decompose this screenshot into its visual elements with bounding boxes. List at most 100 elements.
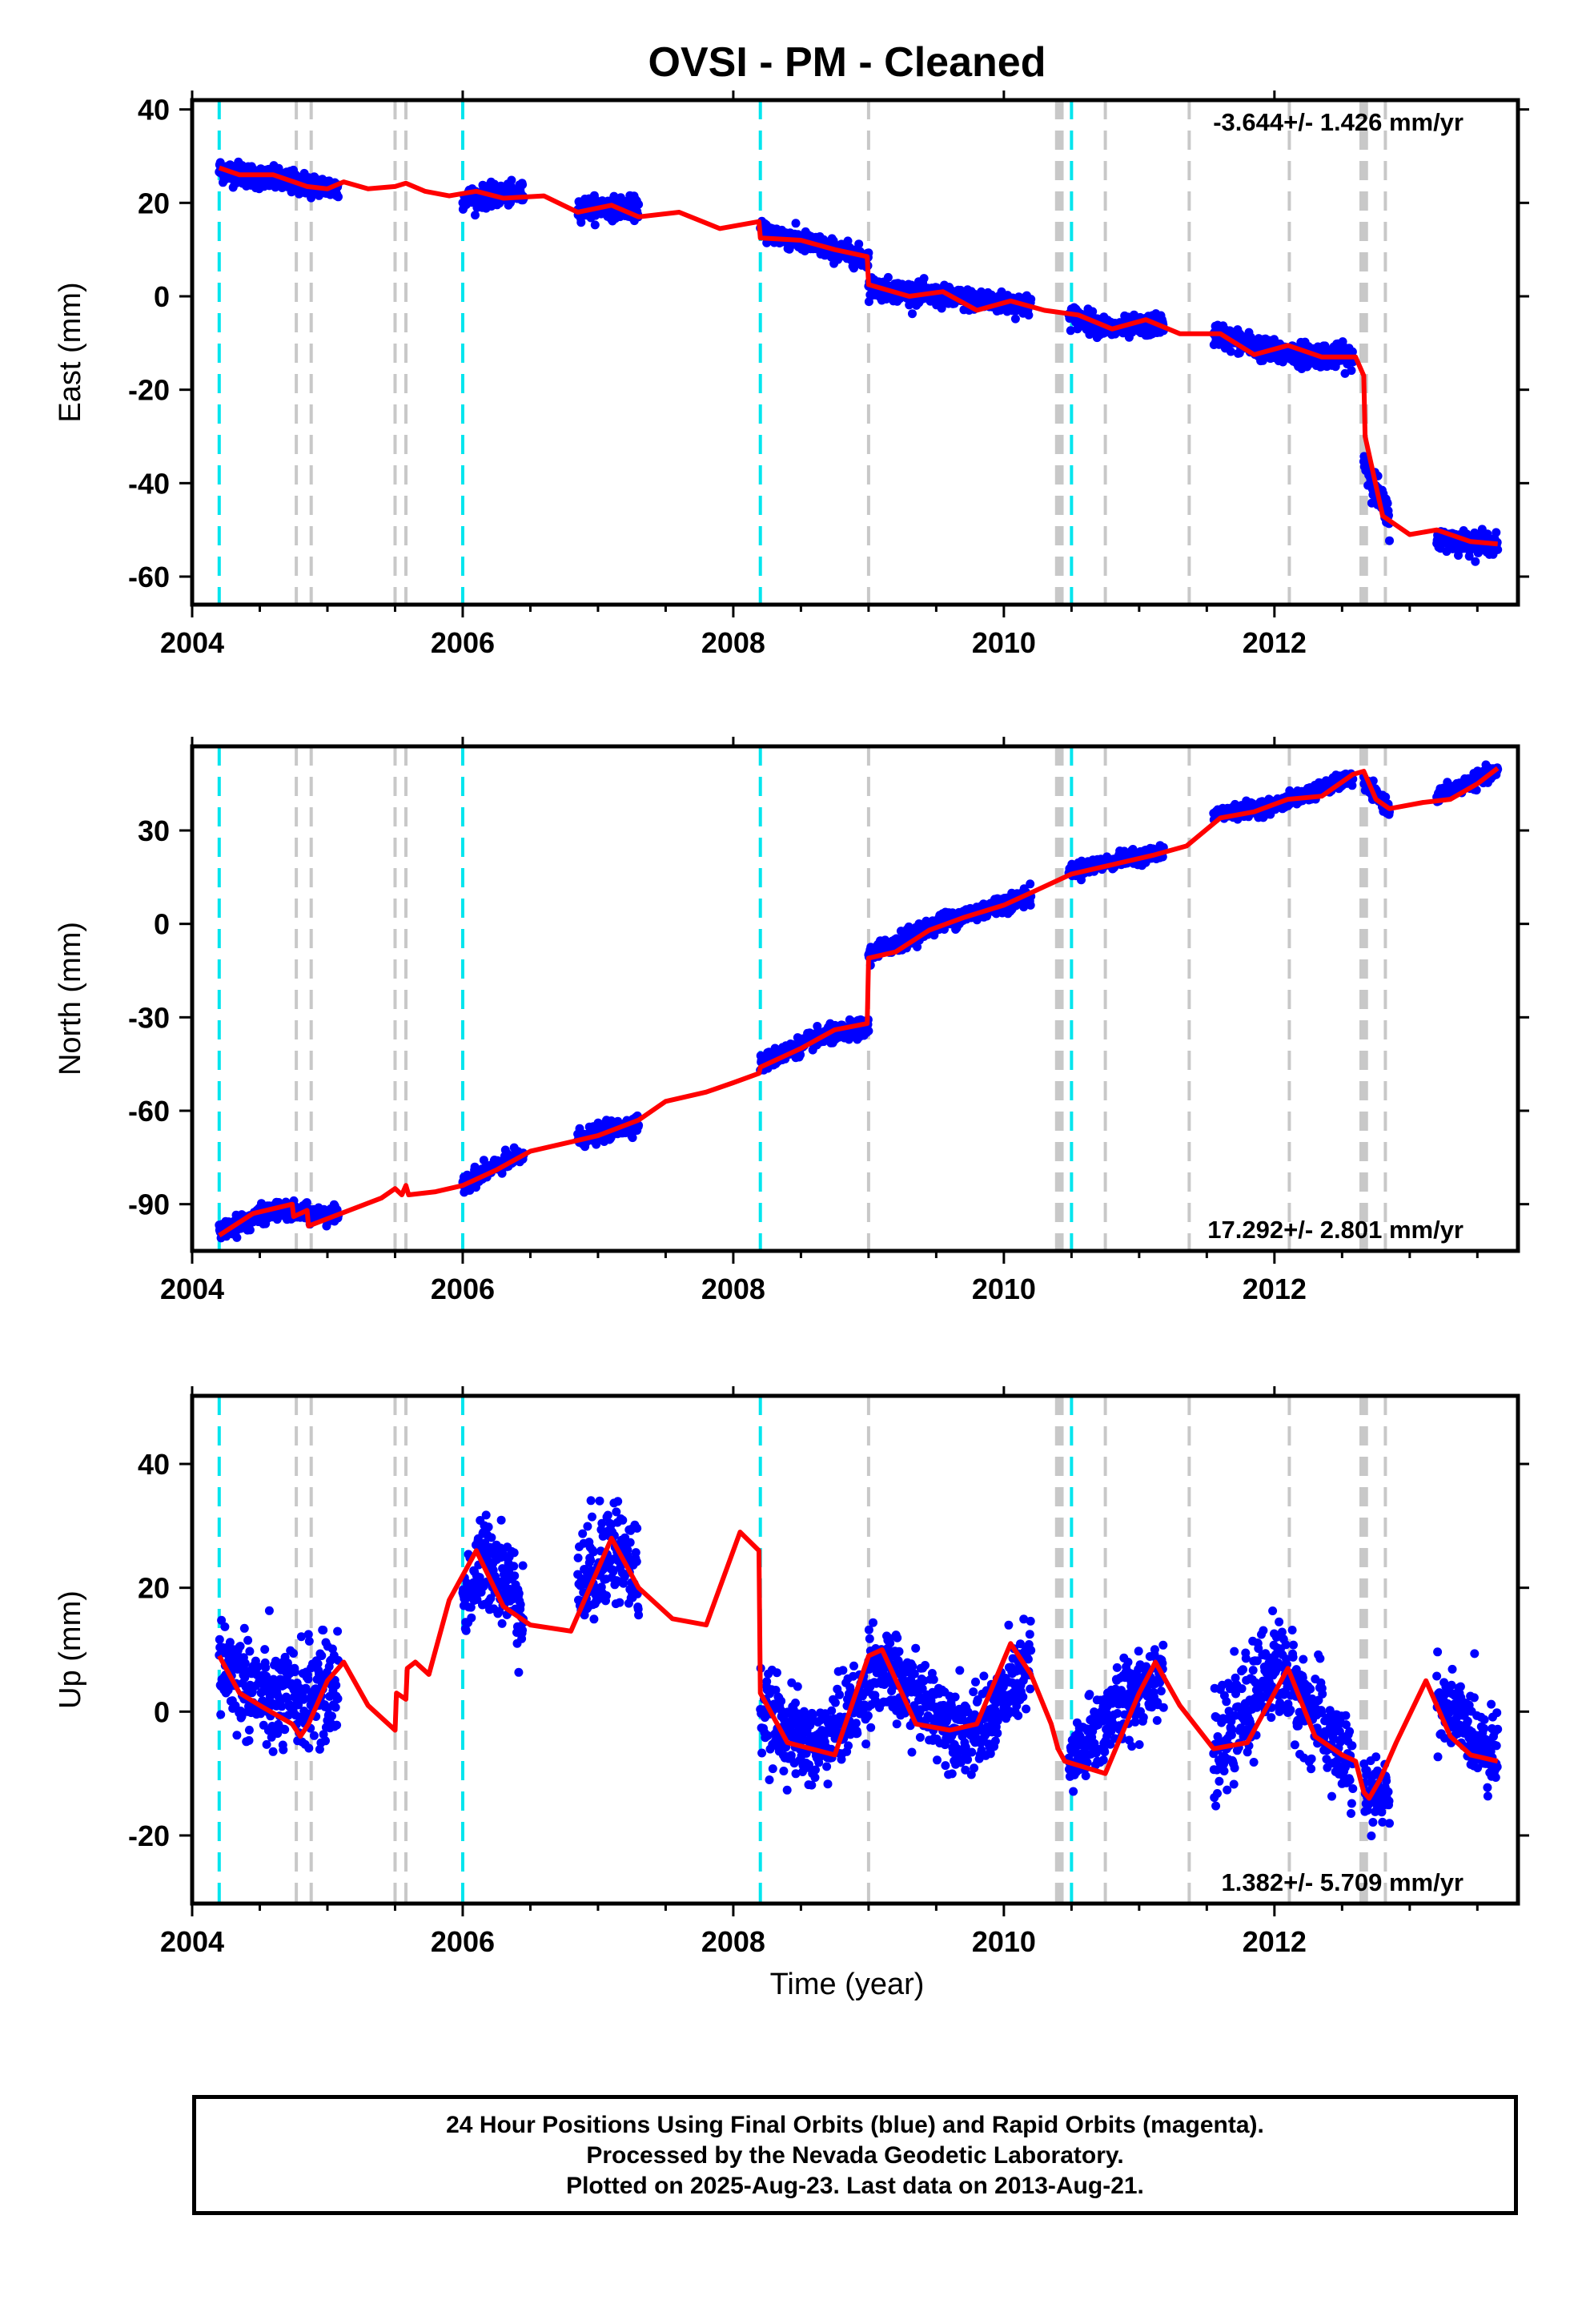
y-tick-label: 0 — [154, 908, 170, 941]
data-point — [327, 1711, 336, 1721]
data-point — [303, 1630, 313, 1639]
data-point — [461, 1626, 471, 1635]
y-tick-label: -90 — [128, 1188, 170, 1221]
x-tick-label: 2012 — [1243, 1273, 1307, 1305]
data-point — [937, 304, 946, 313]
data-point — [321, 1736, 330, 1746]
data-point — [304, 1636, 314, 1646]
data-point — [467, 1613, 476, 1622]
data-point — [1471, 557, 1480, 566]
data-point — [217, 1615, 227, 1625]
data-point — [294, 1700, 303, 1710]
data-point — [304, 1743, 314, 1753]
data-point — [1066, 326, 1075, 336]
data-point — [331, 1680, 341, 1690]
x-tick-label: 2004 — [160, 626, 224, 659]
data-point — [232, 1232, 242, 1242]
data-point — [466, 1602, 476, 1612]
data-point — [244, 1725, 254, 1735]
x-tick-label: 2004 — [160, 1273, 224, 1305]
data-point — [271, 1656, 280, 1666]
data-point — [289, 1649, 298, 1658]
data-point — [883, 272, 893, 282]
data-point — [253, 1662, 263, 1671]
data-point — [518, 180, 528, 190]
data-point — [334, 192, 343, 202]
data-point — [854, 239, 864, 249]
x-tick-label: 2012 — [1243, 626, 1307, 659]
data-point — [245, 1225, 255, 1235]
data-point — [309, 1731, 319, 1740]
data-point — [333, 1694, 343, 1703]
data-point — [215, 1634, 224, 1644]
data-point — [908, 309, 917, 319]
data-point — [913, 942, 922, 951]
x-tick-label: 2006 — [431, 1273, 495, 1305]
data-point — [256, 1709, 266, 1719]
north-frame — [190, 744, 1520, 1253]
data-point — [576, 218, 586, 227]
data-point — [245, 1647, 255, 1656]
data-point — [261, 1663, 271, 1672]
east-frame — [190, 98, 1520, 607]
data-point — [507, 175, 516, 185]
data-point — [313, 1659, 323, 1668]
data-point — [590, 220, 600, 230]
east-plot-area — [215, 100, 1503, 605]
y-tick-label: -60 — [128, 561, 170, 593]
data-point — [332, 1720, 342, 1730]
data-point — [303, 1675, 313, 1684]
data-point — [1026, 900, 1035, 910]
data-point — [849, 263, 858, 273]
data-point — [628, 1133, 637, 1143]
north-y-axis-label: North (mm) — [54, 922, 87, 1076]
data-point — [1347, 347, 1357, 356]
east-y-axis-label: East (mm) — [54, 282, 87, 422]
north-plot-area — [215, 746, 1503, 1251]
data-point — [1024, 311, 1034, 320]
y-tick-label: -40 — [128, 467, 170, 500]
east-model-line — [218, 165, 1498, 547]
data-point — [327, 1644, 337, 1654]
data-point — [280, 1725, 290, 1735]
data-point — [239, 1623, 249, 1633]
y-tick-label: 30 — [138, 814, 170, 847]
data-point — [1026, 879, 1035, 889]
data-point — [919, 274, 929, 283]
data-point — [1010, 314, 1020, 324]
y-tick-label: -20 — [128, 374, 170, 407]
data-point — [232, 1731, 242, 1740]
data-point — [1026, 295, 1036, 304]
data-point — [260, 1645, 270, 1655]
y-tick-label: 40 — [138, 94, 170, 127]
north-model-line — [218, 766, 1500, 1238]
up-plot-area — [215, 1396, 1503, 1904]
data-point — [225, 1638, 235, 1647]
data-point — [487, 1533, 496, 1542]
data-point — [1493, 545, 1503, 554]
data-point — [319, 1626, 328, 1634]
data-point — [264, 1606, 274, 1615]
north-data-points — [215, 760, 1503, 1243]
data-point — [240, 1659, 250, 1668]
y-tick-label: 20 — [138, 187, 170, 219]
data-point — [1088, 307, 1098, 316]
data-point — [864, 1026, 873, 1035]
data-point — [317, 1651, 327, 1660]
data-point — [791, 219, 801, 228]
x-tick-label: 2010 — [972, 626, 1036, 659]
data-point — [796, 1050, 805, 1059]
data-point — [290, 1667, 299, 1677]
x-tick-label: 2006 — [431, 626, 495, 659]
data-point — [1383, 499, 1392, 509]
data-point — [333, 1626, 343, 1636]
data-point — [235, 1642, 245, 1651]
x-tick-label: 2008 — [701, 626, 765, 659]
data-point — [1347, 366, 1356, 376]
data-point — [296, 1632, 306, 1642]
x-tick-label: 2010 — [972, 1273, 1036, 1305]
data-point — [479, 1156, 488, 1165]
